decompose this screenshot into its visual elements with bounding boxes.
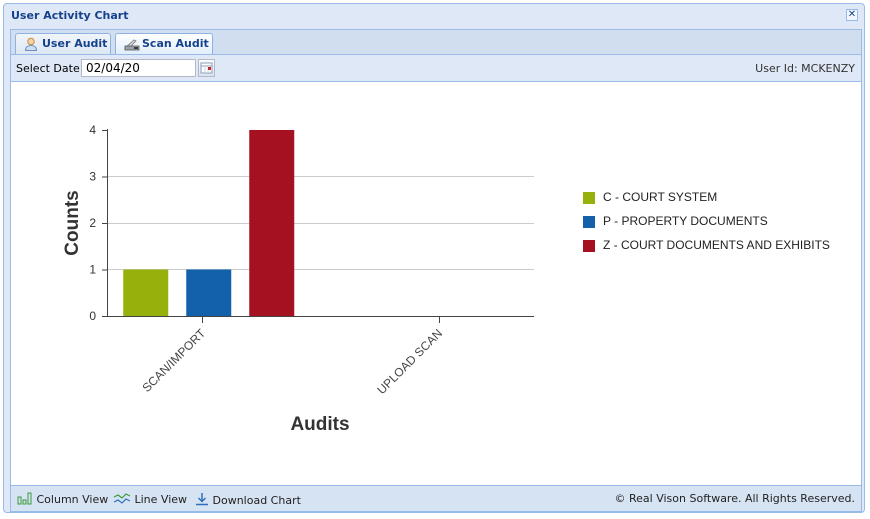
column-view-button[interactable]: Column View bbox=[17, 492, 108, 506]
legend-swatch bbox=[583, 192, 595, 204]
download-icon bbox=[196, 493, 208, 506]
toolbar: Select Date: 02/04/20 User Id: MCKENZY bbox=[10, 54, 862, 81]
download-chart-label: Download Chart bbox=[212, 494, 301, 507]
download-chart-button[interactable]: Download Chart bbox=[195, 492, 301, 507]
tab-label: User Audit bbox=[42, 37, 108, 50]
bar[interactable] bbox=[186, 269, 232, 317]
tab-label: Scan Audit bbox=[142, 37, 209, 50]
y-tick-label: 2 bbox=[89, 216, 96, 230]
footer-toolbar: Column View Line View Download Chart © R… bbox=[10, 486, 862, 512]
copyright-text: © Real Vison Software. All Rights Reserv… bbox=[614, 492, 855, 505]
x-axis-ticks: SCAN/IMPORT UPLOAD SCAN bbox=[139, 317, 445, 397]
scanner-icon bbox=[124, 39, 140, 51]
legend-label: C - COURT SYSTEM bbox=[603, 190, 718, 204]
y-axis-ticks: 0 1 2 3 4 bbox=[89, 123, 107, 323]
x-tick-label: SCAN/IMPORT bbox=[139, 326, 208, 395]
bar[interactable] bbox=[249, 130, 295, 316]
tab-strip: User Audit Scan Audit bbox=[10, 29, 862, 56]
line-chart-icon bbox=[113, 493, 131, 504]
x-axis-title: Audits bbox=[290, 414, 349, 435]
date-input[interactable]: 02/04/20 bbox=[81, 59, 196, 77]
select-date-label: Select Date: bbox=[16, 62, 84, 75]
legend-label: P - PROPERTY DOCUMENTS bbox=[603, 214, 768, 228]
y-tick-label: 3 bbox=[89, 170, 96, 184]
column-chart-icon bbox=[17, 492, 32, 505]
gridlines bbox=[107, 176, 534, 270]
line-view-button[interactable]: Line View bbox=[113, 492, 187, 506]
close-icon[interactable]: ✕ bbox=[846, 9, 858, 21]
column-view-label: Column View bbox=[36, 493, 109, 506]
tab-scan-audit[interactable]: Scan Audit bbox=[115, 33, 213, 56]
bar[interactable] bbox=[123, 269, 169, 317]
legend-swatch bbox=[583, 216, 595, 228]
user-id-label: User Id: MCKENZY bbox=[755, 62, 855, 75]
tab-user-audit[interactable]: User Audit bbox=[15, 33, 111, 55]
calendar-icon[interactable] bbox=[198, 59, 215, 77]
y-tick-label: 0 bbox=[89, 309, 96, 323]
y-tick-label: 4 bbox=[89, 123, 96, 137]
legend-label: Z - COURT DOCUMENTS AND EXHIBITS bbox=[603, 238, 830, 252]
legend-swatch bbox=[583, 240, 595, 252]
bars bbox=[123, 130, 295, 317]
window-title: User Activity Chart bbox=[11, 9, 129, 22]
line-view-label: Line View bbox=[134, 493, 188, 506]
user-icon bbox=[24, 37, 38, 51]
x-tick-label: UPLOAD SCAN bbox=[374, 326, 445, 397]
y-axis-title: Counts bbox=[62, 190, 83, 255]
y-tick-label: 1 bbox=[89, 263, 96, 277]
